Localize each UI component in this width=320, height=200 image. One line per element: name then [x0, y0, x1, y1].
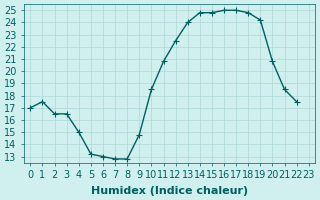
- X-axis label: Humidex (Indice chaleur): Humidex (Indice chaleur): [91, 186, 248, 196]
